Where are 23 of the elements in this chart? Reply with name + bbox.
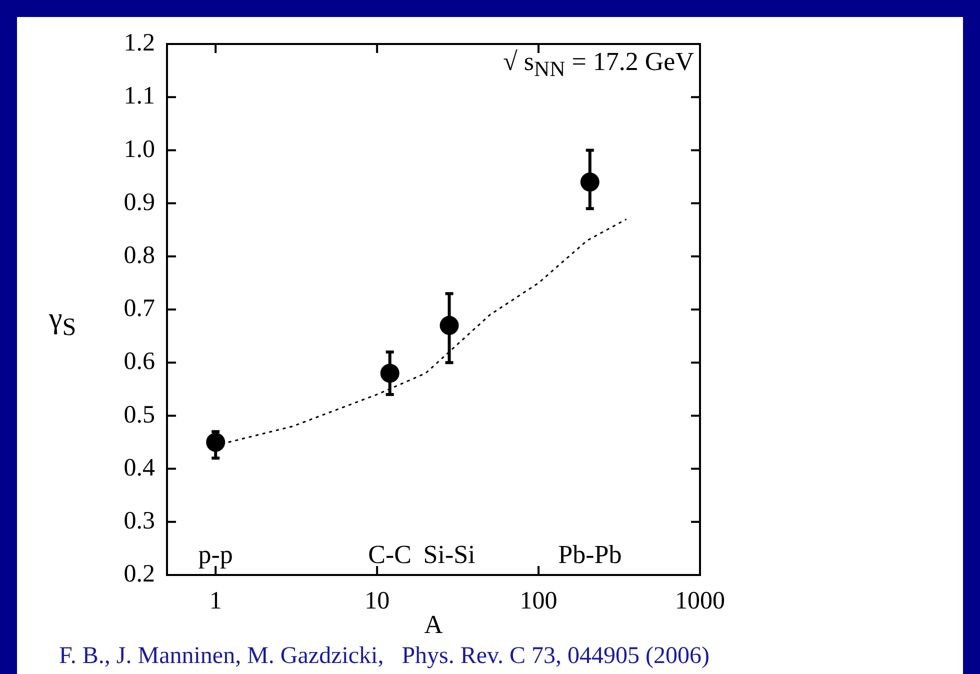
x-axis-title: A [424, 610, 444, 640]
y-tick-label: 1.0 [124, 136, 155, 163]
x-tick-label: 1000 [675, 588, 725, 615]
annotation: p-p [198, 540, 233, 569]
x-tick-label: 10 [364, 588, 390, 615]
y-tick-label: 0.2 [124, 560, 155, 588]
y-tick-label: 1.1 [124, 82, 155, 110]
text: F. B., J. Manninen, M. Gazdzicki, Phys. Rev. C 73, 044905 (2006) [59, 643, 710, 670]
y-tick-label: 0.4 [124, 454, 156, 482]
y-tick-label: 0.7 [124, 295, 155, 322]
y-tick-label: 1.2 [124, 30, 155, 57]
annotation: Si-Si [423, 540, 476, 569]
annotation: Pb-Pb [558, 540, 622, 569]
y-tick-label: 0.6 [124, 348, 155, 376]
annotation: √ s$_{NN}$ = 17.2 GeV [503, 47, 694, 82]
y-tick-label: 0.9 [124, 188, 155, 216]
x-tick-label: 1 [209, 588, 222, 615]
y-tick-label: 0.8 [124, 242, 155, 269]
y-tick-label: 0.3 [124, 507, 155, 534]
x-tick-label: 100 [520, 588, 558, 615]
y-axis-title: γ$_{S}$ [49, 302, 76, 342]
y-tick-label: 0.5 [124, 401, 155, 428]
annotation: C-C [368, 540, 412, 569]
